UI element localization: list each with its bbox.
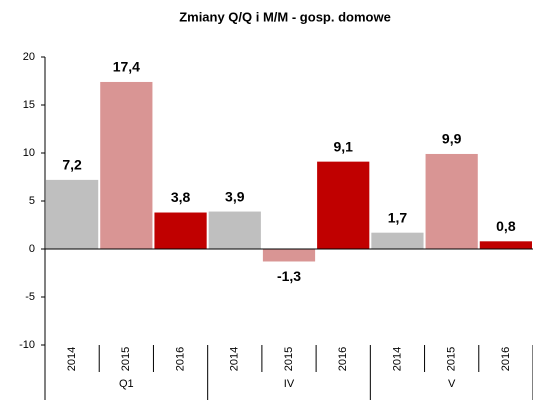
- data-label: 1,7: [388, 209, 408, 225]
- x-tick-label: 2016: [337, 347, 349, 371]
- x-tick-label: 2016: [174, 347, 186, 371]
- x-tick-label: 2016: [500, 347, 512, 371]
- data-label: 9,9: [442, 131, 462, 147]
- bar: [479, 241, 532, 249]
- data-label: 0,8: [496, 218, 516, 234]
- x-tick-label: 2014: [66, 347, 78, 371]
- y-tick-label: -10: [19, 339, 35, 351]
- y-tick-label: 20: [23, 51, 35, 63]
- group-label: V: [448, 378, 456, 390]
- bar: [154, 212, 207, 249]
- bar: [100, 81, 153, 250]
- data-label: 17,4: [113, 59, 140, 75]
- bar: [317, 161, 370, 249]
- x-tick-label: 2014: [229, 347, 241, 371]
- data-label: 3,9: [225, 188, 245, 204]
- data-label: 9,1: [333, 138, 353, 154]
- bar: [262, 249, 316, 262]
- y-tick-label: 0: [29, 243, 35, 255]
- y-tick-label: 10: [23, 147, 35, 159]
- bar: [208, 211, 261, 249]
- x-tick-label: 2015: [446, 347, 458, 371]
- group-label: Q1: [119, 378, 134, 390]
- x-tick-label: 2015: [283, 347, 295, 371]
- x-tick-label: 2015: [120, 347, 132, 371]
- x-tick-label: 2014: [391, 347, 403, 371]
- chart-title: Zmiany Q/Q i M/M - gosp. domowe: [179, 9, 391, 24]
- bar: [425, 153, 478, 249]
- bar: [46, 179, 99, 249]
- data-label: 3,8: [171, 189, 191, 205]
- data-label: 7,2: [62, 157, 82, 173]
- group-label: IV: [284, 378, 295, 390]
- y-tick-label: -5: [25, 291, 35, 303]
- bar: [371, 232, 424, 249]
- data-label: -1,3: [277, 268, 301, 284]
- y-tick-label: 5: [29, 195, 35, 207]
- y-tick-label: 15: [23, 99, 35, 111]
